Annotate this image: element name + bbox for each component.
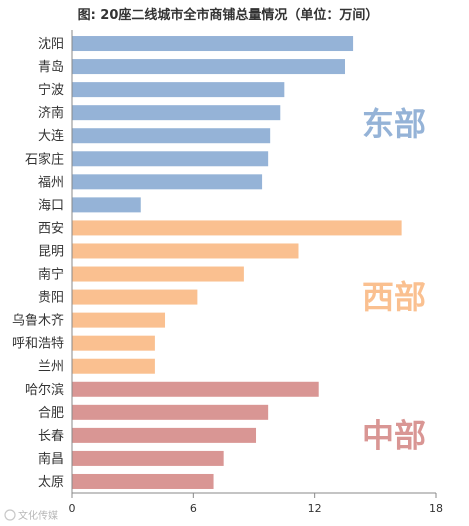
category-label-南宁: 南宁 (38, 267, 64, 283)
bar-石家庄 (72, 151, 269, 167)
category-label-济南: 济南 (38, 105, 64, 121)
category-label-宁波: 宁波 (38, 82, 64, 98)
bar-沈阳 (72, 36, 354, 52)
bar-青岛 (72, 59, 345, 75)
watermark: 文化传媒 (18, 509, 58, 522)
bar-贵阳 (72, 289, 198, 305)
category-label-贵阳: 贵阳 (38, 291, 64, 306)
category-label-西安: 西安 (38, 221, 64, 236)
bar-昆明 (72, 243, 299, 259)
category-labels: 沈阳青岛宁波济南大连石家庄福州海口西安昆明南宁贵阳乌鲁木齐呼和浩特兰州哈尔滨合肥… (12, 37, 64, 490)
category-label-福州: 福州 (38, 175, 64, 190)
chart-title: 图: 20座二线城市全市商铺总量情况（单位：万间） (78, 7, 379, 23)
bar-长春 (72, 427, 257, 443)
category-label-长春: 长春 (38, 429, 64, 444)
x-axis: 0 6 12 18 (69, 30, 443, 515)
bar-大连 (72, 128, 271, 144)
bar-福州 (72, 174, 263, 190)
category-label-海口: 海口 (38, 198, 64, 213)
bar-海口 (72, 197, 141, 213)
category-label-合肥: 合肥 (38, 406, 64, 421)
x-tick-label-0: 0 (69, 502, 76, 515)
category-label-大连: 大连 (38, 128, 64, 144)
category-label-南昌: 南昌 (38, 451, 64, 467)
category-label-乌鲁木齐: 乌鲁木齐 (12, 313, 64, 329)
x-tick-label-18: 18 (429, 502, 443, 515)
region-label-0: 东部 (362, 105, 426, 143)
bar-兰州 (72, 358, 155, 374)
category-label-昆明: 昆明 (38, 244, 64, 259)
category-label-石家庄: 石家庄 (25, 151, 64, 167)
bar-合肥 (72, 404, 269, 420)
bar-宁波 (72, 82, 285, 98)
x-tick-label-12: 12 (308, 502, 322, 515)
bar-南宁 (72, 266, 244, 282)
category-label-青岛: 青岛 (38, 59, 64, 75)
region-label-2: 中部 (362, 416, 426, 454)
bar-乌鲁木齐 (72, 312, 166, 328)
bar-西安 (72, 220, 402, 236)
category-label-呼和浩特: 呼和浩特 (12, 337, 64, 352)
bar-济南 (72, 105, 281, 121)
bar-太原 (72, 473, 214, 489)
category-label-兰州: 兰州 (38, 360, 64, 375)
watermark-logo-icon (4, 509, 16, 521)
x-tick-label-6: 6 (190, 502, 197, 515)
bar-南昌 (72, 450, 224, 466)
bars-group (72, 36, 402, 489)
bar-哈尔滨 (72, 381, 319, 397)
bar-呼和浩特 (72, 335, 155, 351)
region-label-1: 西部 (362, 278, 426, 316)
category-label-沈阳: 沈阳 (38, 37, 64, 52)
category-label-太原: 太原 (38, 475, 64, 490)
category-label-哈尔滨: 哈尔滨 (25, 382, 64, 398)
